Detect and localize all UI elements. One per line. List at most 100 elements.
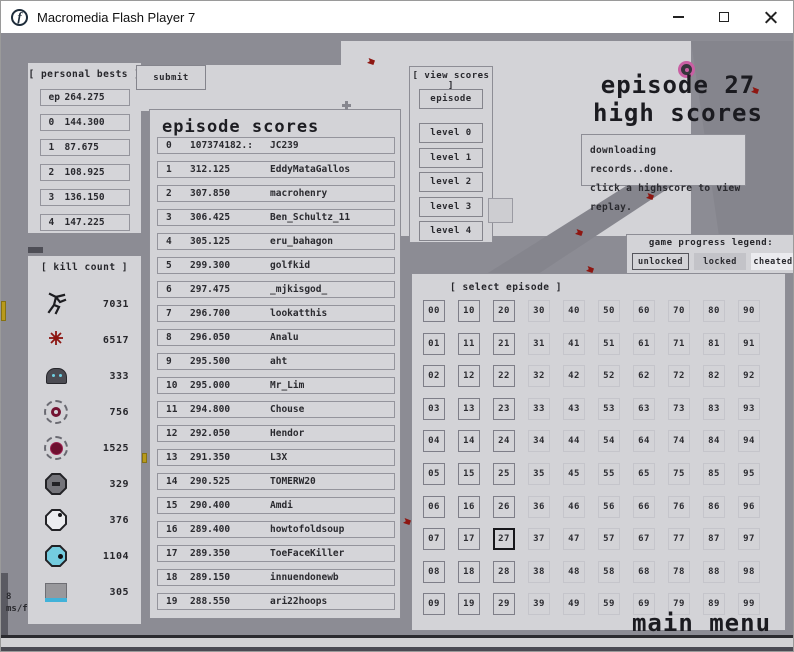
episode-cell-16[interactable]: 16	[458, 495, 480, 518]
view-level-button[interactable]: level 4	[419, 221, 483, 241]
episode-cell-65[interactable]: 65	[633, 463, 655, 485]
episode-cell-62[interactable]: 62	[633, 365, 655, 388]
episode-cell-59[interactable]: 59	[598, 593, 620, 616]
episode-cell-06[interactable]: 06	[423, 495, 445, 518]
episode-cell-88[interactable]: 88	[703, 560, 725, 583]
episode-cell-43[interactable]: 43	[563, 397, 585, 420]
episode-cell-28[interactable]: 28	[493, 560, 515, 583]
episode-cell-47[interactable]: 47	[563, 528, 585, 551]
highscore-row[interactable]: 3 306.425 Ben_Schultz_11	[157, 209, 395, 226]
episode-cell-77[interactable]: 77	[668, 528, 690, 551]
highscore-row[interactable]: 19 288.550 ari22hoops	[157, 593, 395, 610]
episode-cell-40[interactable]: 40	[563, 300, 585, 322]
episode-cell-26[interactable]: 26	[493, 495, 515, 518]
highscore-row[interactable]: 18 289.150 innuendonewb	[157, 569, 395, 586]
highscore-row[interactable]: 16 289.400 howtofoldsoup	[157, 521, 395, 538]
view-level-button[interactable]: level 3	[419, 196, 483, 217]
highscore-row[interactable]: 12 292.050 Hendor	[157, 425, 395, 442]
episode-cell-27[interactable]: 27	[493, 528, 515, 551]
episode-cell-23[interactable]: 23	[493, 397, 515, 420]
episode-cell-07[interactable]: 07	[423, 528, 445, 551]
episode-cell-83[interactable]: 83	[703, 397, 725, 420]
episode-cell-94[interactable]: 94	[738, 430, 760, 453]
episode-cell-00[interactable]: 00	[423, 300, 445, 322]
episode-cell-15[interactable]: 15	[458, 463, 480, 485]
episode-cell-74[interactable]: 74	[668, 430, 690, 453]
episode-cell-75[interactable]: 75	[668, 463, 690, 485]
episode-cell-09[interactable]: 09	[423, 593, 445, 616]
view-level-button[interactable]: level 0	[419, 123, 483, 143]
episode-cell-97[interactable]: 97	[738, 528, 760, 551]
episode-cell-37[interactable]: 37	[528, 528, 550, 551]
episode-cell-95[interactable]: 95	[738, 463, 760, 485]
episode-cell-86[interactable]: 86	[703, 495, 725, 518]
episode-cell-51[interactable]: 51	[598, 332, 620, 355]
highscore-row[interactable]: 8 296.050 Analu	[157, 329, 395, 346]
episode-cell-48[interactable]: 48	[563, 560, 585, 583]
episode-cell-60[interactable]: 60	[633, 300, 655, 322]
highscore-row[interactable]: 11 294.800 Chouse	[157, 401, 395, 418]
episode-cell-17[interactable]: 17	[458, 528, 480, 551]
episode-cell-70[interactable]: 70	[668, 300, 690, 322]
episode-cell-55[interactable]: 55	[598, 463, 620, 485]
episode-cell-03[interactable]: 03	[423, 397, 445, 420]
highscore-row[interactable]: 4 305.125 eru_bahagon	[157, 233, 395, 250]
episode-cell-99[interactable]: 99	[738, 593, 760, 616]
submit-button[interactable]: submit	[136, 65, 206, 90]
episode-cell-68[interactable]: 68	[633, 560, 655, 583]
view-level-button[interactable]: level 2	[419, 172, 483, 192]
episode-cell-58[interactable]: 58	[598, 560, 620, 583]
episode-cell-61[interactable]: 61	[633, 332, 655, 355]
episode-cell-30[interactable]: 30	[528, 300, 550, 322]
highscore-row[interactable]: 2 307.850 macrohenry	[157, 185, 395, 202]
highscore-row[interactable]: 9 295.500 aht	[157, 353, 395, 370]
episode-cell-11[interactable]: 11	[458, 332, 480, 355]
episode-cell-90[interactable]: 90	[738, 300, 760, 322]
episode-cell-02[interactable]: 02	[423, 365, 445, 388]
episode-cell-57[interactable]: 57	[598, 528, 620, 551]
highscore-row[interactable]: 0 107374182.: JC239	[157, 137, 395, 154]
main-menu-button[interactable]: main menu	[631, 609, 772, 637]
view-episode-button[interactable]: episode	[419, 89, 483, 109]
episode-cell-19[interactable]: 19	[458, 593, 480, 616]
episode-cell-32[interactable]: 32	[528, 365, 550, 388]
episode-cell-33[interactable]: 33	[528, 397, 550, 420]
episode-cell-89[interactable]: 89	[703, 593, 725, 616]
episode-cell-01[interactable]: 01	[423, 332, 445, 355]
episode-cell-80[interactable]: 80	[703, 300, 725, 322]
view-level-button[interactable]: level 1	[419, 147, 483, 168]
episode-cell-54[interactable]: 54	[598, 430, 620, 453]
episode-cell-79[interactable]: 79	[668, 593, 690, 616]
episode-cell-50[interactable]: 50	[598, 300, 620, 322]
episode-cell-36[interactable]: 36	[528, 495, 550, 518]
episode-cell-21[interactable]: 21	[493, 332, 515, 355]
episode-cell-52[interactable]: 52	[598, 365, 620, 388]
episode-cell-76[interactable]: 76	[668, 495, 690, 518]
episode-cell-04[interactable]: 04	[423, 430, 445, 453]
episode-cell-38[interactable]: 38	[528, 560, 550, 583]
episode-cell-93[interactable]: 93	[738, 397, 760, 420]
episode-cell-56[interactable]: 56	[598, 495, 620, 518]
episode-cell-63[interactable]: 63	[633, 397, 655, 420]
highscore-row[interactable]: 15 290.400 Amdi	[157, 497, 395, 514]
episode-cell-71[interactable]: 71	[668, 332, 690, 355]
episode-cell-46[interactable]: 46	[563, 495, 585, 518]
episode-cell-67[interactable]: 67	[633, 528, 655, 551]
episode-cell-96[interactable]: 96	[738, 495, 760, 518]
episode-cell-12[interactable]: 12	[458, 365, 480, 388]
episode-cell-82[interactable]: 82	[703, 365, 725, 388]
episode-cell-25[interactable]: 25	[493, 463, 515, 485]
highscore-row[interactable]: 14 290.525 TOMERW20	[157, 473, 395, 490]
highscore-row[interactable]: 6 297.475 _mjkisgod_	[157, 281, 395, 298]
highscore-row[interactable]: 5 299.300 golfkid	[157, 257, 395, 274]
episode-cell-92[interactable]: 92	[738, 365, 760, 388]
episode-cell-13[interactable]: 13	[458, 397, 480, 420]
episode-cell-24[interactable]: 24	[493, 430, 515, 453]
episode-cell-84[interactable]: 84	[703, 430, 725, 453]
highscore-row[interactable]: 1 312.125 EddyMataGallos	[157, 161, 395, 178]
minimize-button[interactable]	[655, 2, 701, 33]
episode-cell-29[interactable]: 29	[493, 593, 515, 616]
episode-cell-64[interactable]: 64	[633, 430, 655, 453]
episode-cell-69[interactable]: 69	[633, 593, 655, 616]
episode-cell-35[interactable]: 35	[528, 463, 550, 485]
